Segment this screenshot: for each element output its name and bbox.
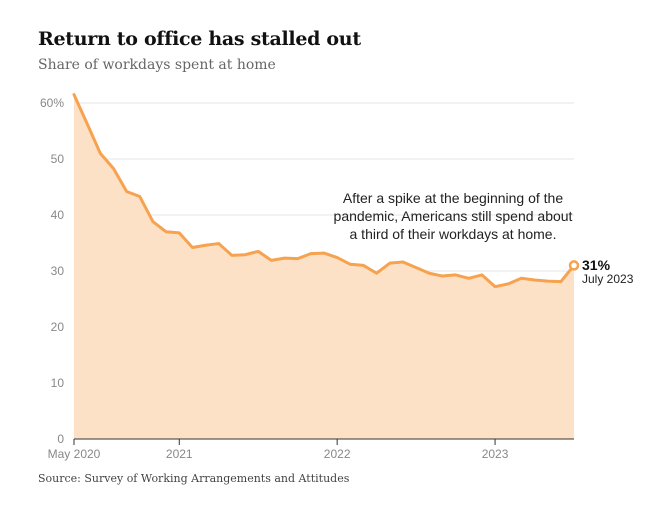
x-tick-label: 2023 bbox=[482, 447, 509, 461]
annotation-line-3: a third of their workdays at home. bbox=[350, 226, 557, 242]
area-fill bbox=[74, 94, 574, 439]
y-tick-label: 30 bbox=[51, 264, 65, 278]
end-label: 31% July 2023 bbox=[582, 257, 634, 286]
source-note: Source: Survey of Working Arrangements a… bbox=[38, 472, 350, 485]
chart-title: Return to office has stalled out bbox=[38, 28, 361, 50]
annotation-line-2: pandemic, Americans still spend about bbox=[334, 208, 573, 224]
y-tick-label: 50 bbox=[51, 152, 65, 166]
x-tick-label: 2021 bbox=[166, 447, 193, 461]
y-tick-label: 40 bbox=[51, 208, 65, 222]
annotation: After a spike at the beginning of the pa… bbox=[334, 190, 573, 242]
end-date-label: July 2023 bbox=[582, 272, 634, 286]
end-value-label: 31% bbox=[582, 257, 611, 273]
y-tick-label: 0 bbox=[57, 432, 64, 446]
series-line bbox=[72, 93, 576, 289]
annotation-line-1: After a spike at the beginning of the bbox=[343, 190, 563, 206]
x-axis: May 2020 2021 2022 2023 bbox=[48, 438, 574, 461]
x-tick-label: May 2020 bbox=[48, 447, 101, 461]
x-tick-label: 2022 bbox=[324, 447, 351, 461]
end-point-marker bbox=[568, 260, 580, 271]
area-layer bbox=[72, 93, 580, 439]
chart-subtitle: Share of workdays spent at home bbox=[38, 57, 276, 73]
y-tick-label: 20 bbox=[51, 320, 65, 334]
y-tick-label: 60% bbox=[40, 96, 64, 110]
y-tick-label: 10 bbox=[51, 376, 65, 390]
